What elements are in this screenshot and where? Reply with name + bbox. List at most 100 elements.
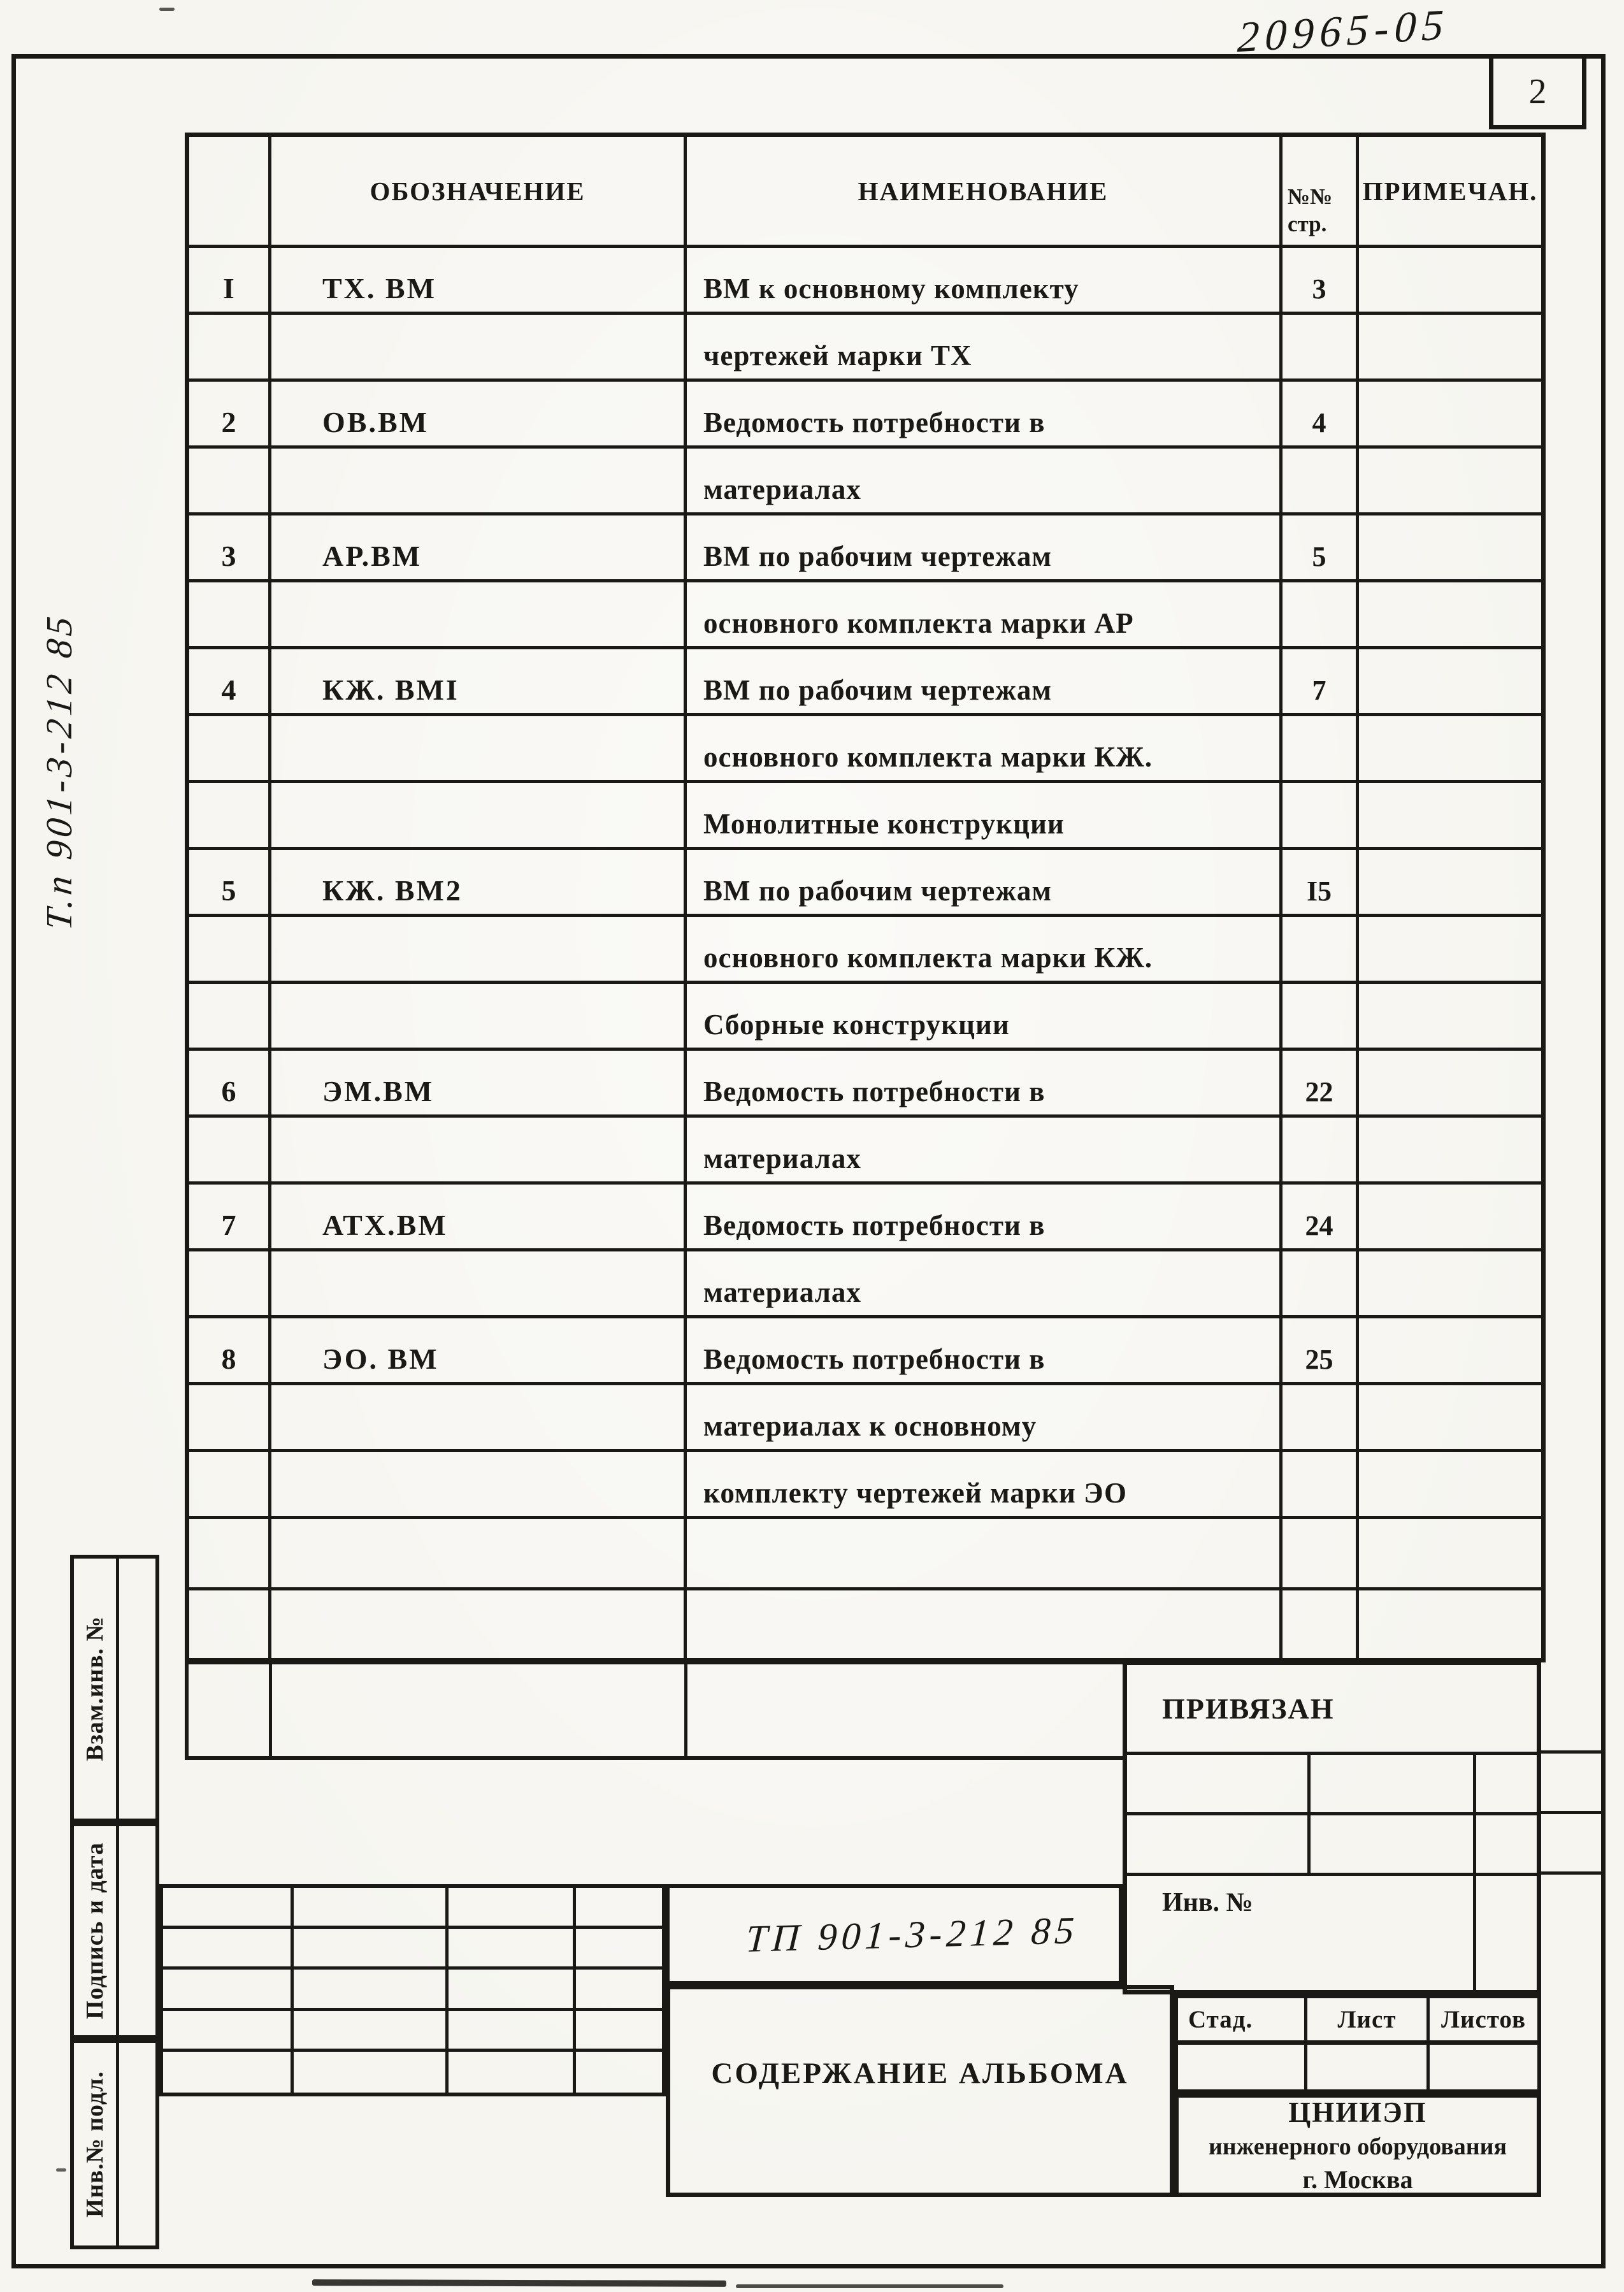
signature-grid-cell (576, 1929, 662, 1970)
page-number-box: 2 (1489, 54, 1586, 129)
stamp-label-strip: Взам.инв. № (74, 1559, 119, 1819)
cell-code (268, 1587, 687, 1662)
stage-header-row: Стад. Лист Листов (1174, 1994, 1541, 2044)
cell-note (1356, 713, 1545, 783)
cell-note (1356, 1315, 1545, 1385)
stamp-inv-orig: Инв.№ подл. (70, 2039, 159, 2249)
content-title-field: СОДЕРЖАНИЕ АЛЬБОМА (666, 1985, 1174, 2197)
page-number: 2 (1528, 72, 1547, 112)
sheets-label: Листов (1441, 2005, 1527, 2033)
pinned-grid-divider (1307, 1815, 1311, 1873)
cell-code: ТХ. ВМ (268, 245, 687, 315)
cell-num (185, 1248, 271, 1318)
cell-name: ВМ по рабочим чертежам (684, 512, 1283, 582)
cell-code (268, 1449, 687, 1519)
pinned-stamp-box: ПРИВЯЗАН Инв. № (1123, 1661, 1541, 1994)
table-row: материалах (185, 1248, 1545, 1318)
cell-note (1356, 646, 1545, 716)
cell-num (185, 445, 271, 515)
organization-name: ЦНИИЭП (1288, 2096, 1427, 2128)
cell-page: 4 (1279, 378, 1359, 449)
cell-name: ВМ по рабочим чертежам (684, 847, 1283, 917)
cell-page: 5 (1279, 512, 1359, 582)
cell-code (268, 1516, 687, 1590)
pinned-grid-row (1127, 1815, 1537, 1876)
table-extension-row (185, 1661, 1127, 1760)
cell-note (1356, 1587, 1545, 1662)
cell-num (185, 312, 271, 382)
pinned-grid-divider (1473, 1876, 1476, 1990)
table-row: материалах (185, 1114, 1545, 1185)
cell-name: основного комплекта марки КЖ. (684, 914, 1283, 984)
cell-code: КЖ. ВМI (268, 646, 687, 716)
signature-grid-cell (294, 1929, 449, 1970)
cell-page (1279, 1114, 1359, 1185)
signature-grid-cell (449, 1888, 576, 1929)
signature-grid-cell (294, 2010, 449, 2052)
cell-code (268, 579, 687, 649)
cell-name: Ведомость потребности в (684, 378, 1283, 449)
cell-num (185, 1587, 271, 1662)
cell-page (1279, 1382, 1359, 1452)
scan-artifact (312, 2279, 727, 2287)
signature-grid (159, 1884, 666, 2096)
cell-page (1279, 780, 1359, 850)
signature-grid-cell (163, 1929, 294, 1970)
table-row (185, 1587, 1545, 1662)
signature-grid-cell (449, 1929, 576, 1970)
table-row: 3 АР.ВМ ВМ по рабочим чертежам 5 (185, 512, 1545, 582)
signature-grid-cell (163, 2010, 294, 2052)
cell-num: 6 (185, 1048, 271, 1118)
cell-note (1356, 312, 1545, 382)
stage-value (1178, 2045, 1307, 2089)
cell-name: ВМ по рабочим чертежам (684, 646, 1283, 716)
cell-code (268, 1114, 687, 1185)
cell-num: 3 (185, 512, 271, 582)
table-row: I ТХ. ВМ ВМ к основному комплекту 3 (185, 245, 1545, 315)
table-row: основного комплекта марки КЖ. (185, 914, 1545, 984)
cell-num (185, 981, 271, 1051)
stamp-replace-inv: Взам.инв. № (70, 1555, 159, 1822)
cell-num: 2 (185, 378, 271, 449)
table-row: чертежей марки ТХ (185, 312, 1545, 382)
stamp-sign-date-label: Подпись и дата (82, 1842, 109, 2019)
cell-num: 5 (185, 847, 271, 917)
cell-note (1356, 1181, 1545, 1251)
cell-name: Ведомость потребности в (684, 1048, 1283, 1118)
grid-stub-line (1541, 1871, 1601, 1875)
cell-name: ВМ к основному комплекту (684, 245, 1283, 315)
pinned-grid-divider (1473, 1815, 1476, 1873)
cell-code (268, 780, 687, 850)
signature-grid-cell (163, 1970, 294, 2011)
sheet-label: Лист (1307, 1998, 1430, 2040)
cell-note (1356, 512, 1545, 582)
cell-code: АР.ВМ (268, 512, 687, 582)
table-row: 4 КЖ. ВМI ВМ по рабочим чертежам 7 (185, 646, 1545, 716)
pinned-grid-divider (1473, 1755, 1476, 1812)
doc-number-handwritten: ТП 901-3-212 85 (745, 1908, 1080, 1960)
stamp-inv-orig-label: Инв.№ подл. (82, 2070, 109, 2218)
cell-page (1279, 981, 1359, 1051)
cell-page: 24 (1279, 1181, 1359, 1251)
signature-grid-cell (163, 2051, 294, 2093)
contents-table: ОБОЗНАЧЕНИЕ НАИМЕНОВАНИЕ №№ стр. ПРИМЕЧА… (185, 133, 1546, 1662)
pinned-title: ПРИВЯЗАН (1127, 1665, 1537, 1755)
cell-note (1356, 445, 1545, 515)
cell-name: Сборные конструкции (684, 981, 1283, 1051)
table-row: Монолитные конструкции (185, 780, 1545, 850)
cell-page (1279, 445, 1359, 515)
stage-values-row (1174, 2041, 1541, 2093)
cell-note (1356, 780, 1545, 850)
cell-code (268, 713, 687, 783)
cell-name: Ведомость потребности в (684, 1181, 1283, 1251)
cell-name: чертежей марки ТХ (684, 312, 1283, 382)
stamp-label-strip: Инв.№ подл. (74, 2043, 119, 2245)
table-row: 7 АТХ.ВМ Ведомость потребности в 24 (185, 1181, 1545, 1251)
cell-code (268, 445, 687, 515)
cell-name: основного комплекта марки АР (684, 579, 1283, 649)
organization-city: г. Москва (1302, 2165, 1413, 2194)
cell-page: I5 (1279, 847, 1359, 917)
header-note: ПРИМЕЧАН. (1356, 133, 1545, 248)
extension-divider-2 (684, 1664, 687, 1756)
